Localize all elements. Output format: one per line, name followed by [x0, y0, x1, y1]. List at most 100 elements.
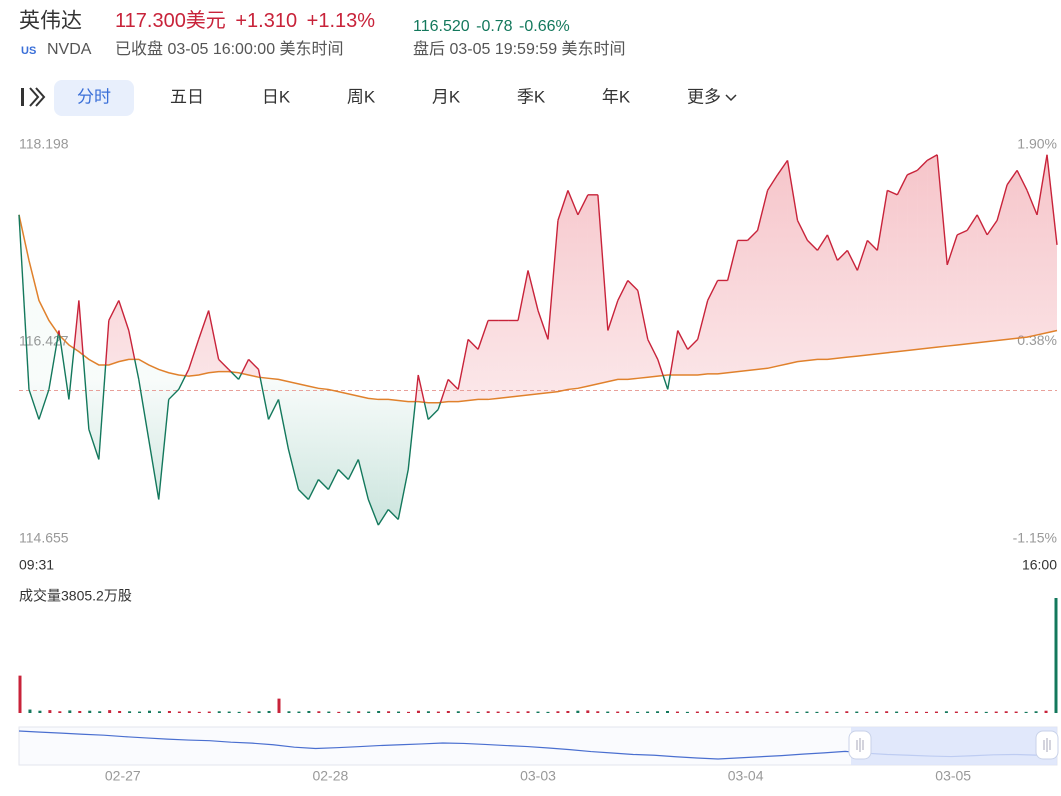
tab[interactable]: 更多: [687, 87, 721, 106]
tab[interactable]: 五日: [170, 87, 204, 106]
price-area: [168, 372, 179, 400]
price-area: [737, 240, 748, 372]
volume-bar: [755, 711, 759, 713]
price-line: [287, 449, 300, 490]
volume-bar: [357, 711, 361, 713]
price-area: [358, 396, 369, 500]
volume-bar: [656, 711, 660, 713]
price-line: [347, 459, 359, 480]
price-line: [78, 300, 84, 355]
price-line: [148, 439, 160, 500]
x-tick-label: 03-04: [728, 768, 764, 784]
icon-chevrons: [29, 87, 46, 107]
price-line: [996, 184, 1008, 221]
volume-bar: [825, 711, 829, 713]
volume-bar: [48, 710, 52, 713]
price-area: [967, 214, 978, 344]
price-area: [727, 240, 738, 373]
volume-bar: [855, 711, 859, 713]
price-area: [887, 190, 898, 353]
volume-bar: [118, 710, 122, 713]
price-area: [378, 399, 389, 526]
price-line: [477, 320, 489, 350]
price-line: [128, 330, 136, 360]
price-area: [557, 190, 568, 392]
volume-bar: [456, 711, 460, 713]
price-line: [796, 220, 809, 241]
price-area: [857, 240, 868, 357]
price-area: [707, 280, 718, 374]
volume-bar: [237, 711, 241, 713]
tab[interactable]: 月K: [432, 87, 461, 106]
volume-bar: [138, 711, 142, 713]
volume-bar: [397, 711, 401, 713]
tab[interactable]: 分时: [77, 87, 111, 106]
volume-bar: [217, 711, 221, 713]
price-line: [48, 333, 60, 390]
toolbar-icon[interactable]: [21, 87, 46, 107]
volume-bar: [307, 710, 311, 713]
price-line: [577, 194, 589, 216]
price-area: [757, 190, 768, 370]
price-area: [777, 160, 788, 367]
volume-bar: [416, 710, 420, 713]
volume-bar: [546, 711, 550, 713]
price-line: [104, 320, 110, 366]
price-area: [288, 381, 299, 490]
volume-bar: [436, 711, 440, 713]
price-area: [977, 214, 988, 343]
price-line: [158, 399, 170, 500]
volume-bar: [745, 711, 749, 713]
volume-bar: [974, 711, 978, 713]
volume-bar: [227, 711, 231, 713]
price-line: [826, 234, 839, 261]
price-line: [73, 300, 80, 349]
volume-bar: [407, 711, 410, 713]
price-line: [1016, 170, 1028, 191]
price-line: [457, 339, 469, 390]
price-area: [1027, 190, 1038, 338]
price-line: [856, 240, 869, 271]
handle-grip: [1043, 738, 1051, 752]
volume-bar: [367, 711, 371, 713]
price-line: [876, 190, 889, 251]
price-line: [397, 469, 409, 520]
price-line: [517, 270, 529, 321]
volume-bar: [466, 711, 470, 713]
tab[interactable]: 年K: [602, 87, 631, 106]
volume-bar: [905, 711, 909, 713]
volume-bar: [785, 711, 789, 713]
volume-bar: [28, 709, 32, 713]
volume-bar: [526, 711, 530, 713]
price-change: +1.310: [235, 10, 297, 32]
price-line: [68, 348, 75, 400]
volume-bar: [566, 710, 570, 713]
after-price: 116.520: [413, 18, 470, 35]
after-status: 盘后 03-05 19:59:59 美东时间: [413, 39, 626, 58]
tab[interactable]: 季K: [517, 87, 546, 106]
price-line: [816, 234, 829, 251]
price-area: [138, 359, 149, 440]
navigator-window[interactable]: [851, 727, 1057, 765]
price-area: [917, 160, 928, 350]
price-line: [936, 154, 948, 265]
price-line: [377, 509, 389, 526]
price-area: [567, 190, 578, 390]
price-line: [307, 479, 320, 500]
price-line: [58, 330, 61, 336]
price-area: [807, 240, 818, 361]
volume-bar: [805, 711, 809, 713]
price-area: [248, 359, 259, 378]
tab[interactable]: 周K: [347, 87, 376, 106]
volume-bar: [18, 675, 22, 713]
price-line: [447, 378, 459, 390]
price-area: [637, 290, 648, 379]
tab[interactable]: 日K: [262, 87, 291, 106]
price-area: [38, 300, 49, 420]
price-area: [787, 160, 798, 364]
price-area: [498, 320, 509, 399]
price-line: [896, 174, 908, 196]
price-area: [797, 220, 808, 362]
volume-bar: [157, 711, 161, 713]
